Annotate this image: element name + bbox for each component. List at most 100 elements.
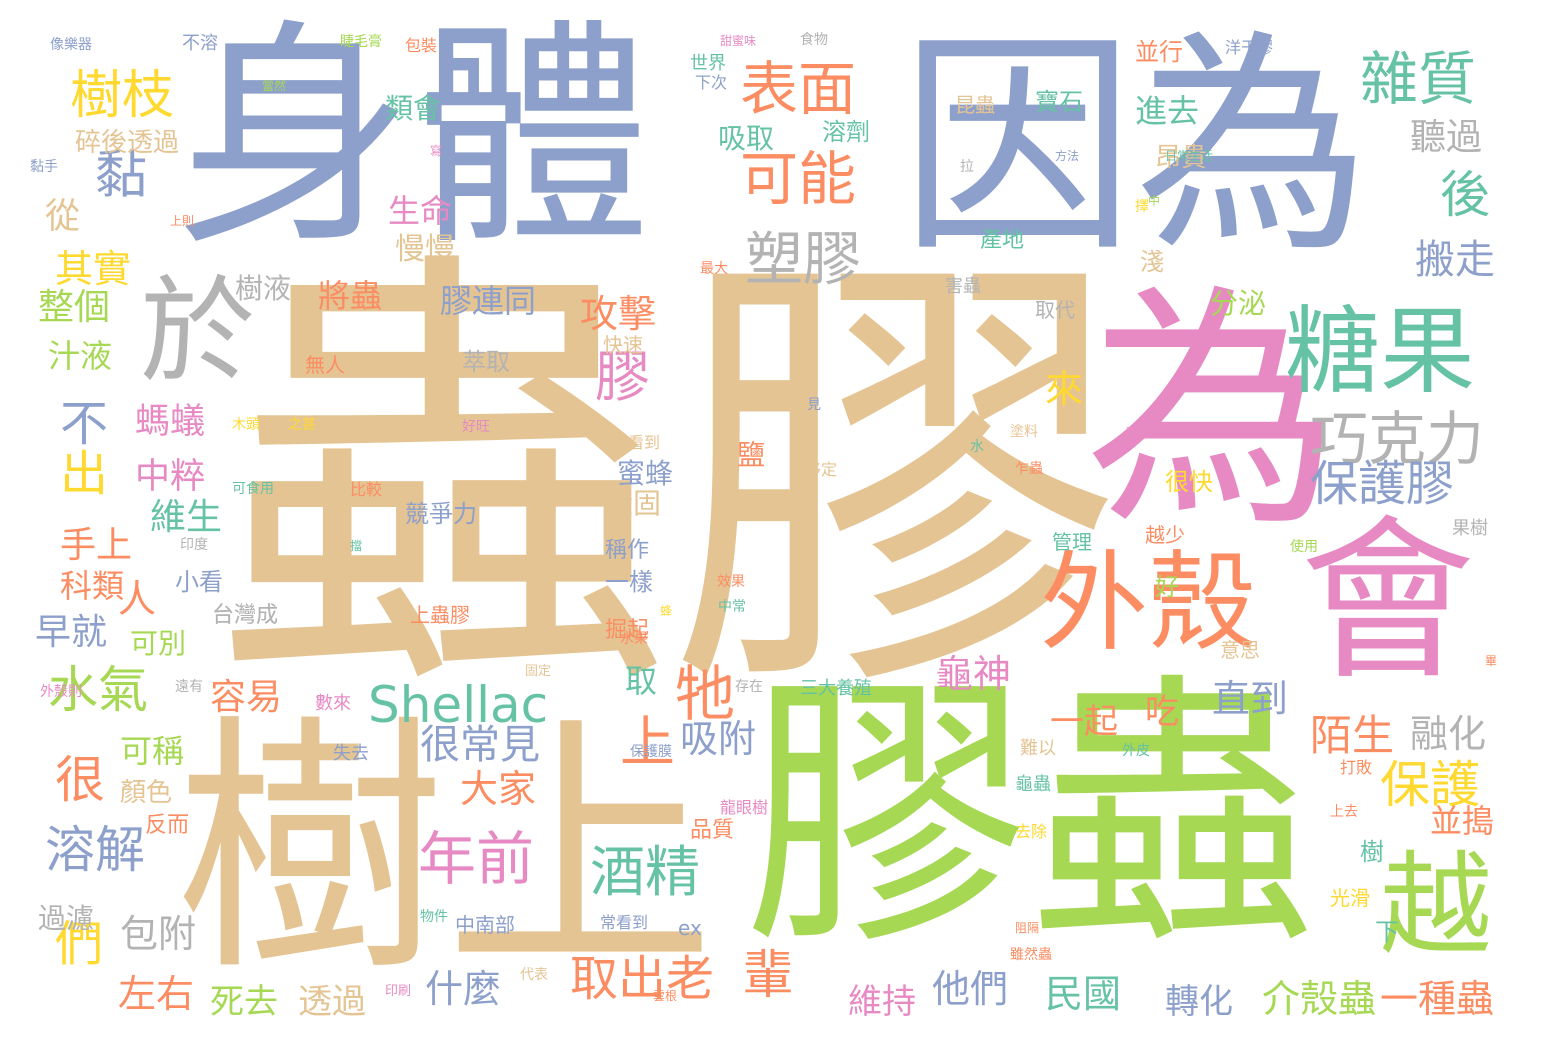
cloud-word-19: 黏 (95, 146, 148, 206)
cloud-word-111: 很快 (1165, 468, 1213, 496)
cloud-word-60: 樹液 (235, 272, 292, 305)
cloud-word-80: 小看 (175, 568, 223, 596)
cloud-word-171: 物件 (420, 909, 448, 925)
cloud-word-59: 直到 (1212, 677, 1289, 721)
cloud-word-170: 遠有 (175, 679, 203, 695)
cloud-word-116: 並搗 (1430, 802, 1495, 840)
cloud-word-31: 中粹 (135, 457, 206, 497)
cloud-word-55: 容易 (210, 677, 283, 718)
cloud-word-124: 競爭力 (405, 500, 477, 528)
cloud-word-163: 上則 (170, 214, 195, 228)
cloud-word-146: 三大養殖 (800, 678, 872, 699)
cloud-word-78: 人 (118, 577, 157, 621)
cloud-word-11: 表面 (740, 55, 857, 123)
cloud-word-24: 溶解 (45, 821, 145, 879)
cloud-word-157: 日常生活 (1165, 149, 1214, 163)
cloud-word-155: 當然 (262, 79, 287, 93)
cloud-word-38: 透過 (298, 982, 366, 1022)
cloud-word-26: 酒精 (590, 840, 701, 904)
cloud-word-102: 並行 (1135, 38, 1183, 66)
cloud-word-63: 分泌 (1210, 287, 1267, 320)
cloud-word-64: 來 (1045, 367, 1084, 411)
cloud-word-10: 越 (1380, 841, 1492, 971)
cloud-word-123: 移定 (805, 460, 838, 479)
cloud-word-43: 介殼蟲 (1262, 977, 1377, 1021)
cloud-word-161: 寫 (430, 144, 443, 158)
cloud-word-173: 塗料 (1010, 424, 1038, 440)
cloud-word-112: 好 (1155, 573, 1179, 601)
cloud-word-44: 一種蟲 (1380, 977, 1495, 1021)
cloud-word-159: 擇 (1135, 199, 1149, 215)
cloud-word-29: 不 (60, 396, 109, 452)
cloud-word-3: 為 (1085, 264, 1341, 561)
cloud-word-82: 蜜蜂 (617, 457, 674, 490)
cloud-word-45: 取出老 (570, 951, 715, 1007)
cloud-word-169: 蜂 (660, 604, 673, 618)
cloud-word-67: 汁液 (48, 337, 113, 375)
cloud-word-15: 保護膠 (1310, 456, 1455, 512)
cloud-word-152: 包裝 (405, 36, 438, 55)
cloud-word-107: 害蟲 (945, 276, 981, 297)
cloud-word-118: 下 (1375, 918, 1399, 946)
cloud-word-61: 將蟲 (318, 277, 383, 315)
cloud-word-40: 他們 (932, 967, 1009, 1011)
cloud-word-93: 溶劑 (822, 118, 870, 146)
cloud-word-136: 中南部 (455, 913, 515, 937)
cloud-word-46: 輩 (742, 946, 795, 1006)
cloud-word-181: 乍蟲 (1015, 461, 1043, 477)
cloud-word-98: 進去 (1135, 92, 1200, 130)
cloud-word-18: 樹枝 (70, 66, 175, 126)
cloud-word-66: 整個 (38, 287, 111, 328)
cloud-word-132: 固定 (525, 664, 552, 679)
cloud-word-16: 雜質 (1360, 45, 1477, 113)
cloud-word-33: 螞蟻 (135, 402, 206, 442)
cloud-word-85: 掘起 (605, 618, 650, 643)
cloud-word-32: 上 (620, 710, 676, 774)
cloud-word-36: 左右 (118, 972, 195, 1016)
cloud-word-148: 台灣成 (212, 603, 279, 628)
cloud-word-174: 發後蟲 (1125, 426, 1162, 440)
cloud-word-165: 印度 (180, 537, 208, 553)
cloud-word-135: 常看到 (600, 913, 649, 932)
cloud-word-23: 水氣 (48, 661, 148, 719)
cloud-word-90: 類會 (385, 92, 442, 125)
cloud-word-105: 無人 (305, 353, 345, 377)
cloud-word-81: 台灣成 (212, 603, 279, 628)
cloud-word-108: 取代 (1035, 298, 1075, 322)
cloud-word-95: 下次 (695, 73, 728, 92)
cloud-word-145: 存在 (735, 679, 763, 695)
cloud-word-92: 吸取 (718, 122, 775, 155)
cloud-word-30: 出 (60, 446, 109, 502)
cloud-word-27: 保護 (1380, 756, 1480, 814)
cloud-word-125: 比較 (350, 480, 383, 499)
cloud-word-133: 印刷 (385, 984, 412, 999)
cloud-word-131: 外殼則 (40, 684, 82, 700)
cloud-word-25: 年前 (418, 825, 535, 893)
cloud-word-150: 不溶 (182, 33, 218, 54)
cloud-word-20: 搬走 (1415, 237, 1495, 283)
cloud-word-177: 之甚 (288, 417, 316, 433)
cloud-word-42: 轉化 (1165, 982, 1233, 1022)
cloud-word-99: 昂貴 (1155, 143, 1208, 173)
cloud-word-160: 拉 (960, 159, 974, 175)
cloud-word-65: 其實 (55, 247, 132, 291)
cloud-word-114: 使用 (1290, 539, 1318, 555)
cloud-word-96: 昆蟲 (955, 93, 995, 117)
cloud-word-110: 越少 (1145, 523, 1185, 547)
cloud-word-101: 淺 (1140, 248, 1164, 276)
cloud-word-91: 碎後透過 (75, 128, 180, 158)
cloud-word-151: 睫毛膏 (340, 34, 382, 50)
cloud-word-175: 好旺 (462, 419, 490, 435)
cloud-word-121: 意思 (1220, 638, 1260, 662)
cloud-word-6: 會 (1300, 501, 1475, 704)
cloud-word-58: 吃 (1145, 692, 1179, 732)
cloud-word-79: 維生 (150, 497, 223, 538)
cloud-word-115: 果樹 (1452, 518, 1488, 539)
cloud-word-2: 因為 (900, 11, 1370, 284)
cloud-word-126: 可食用 (232, 481, 274, 497)
cloud-word-48: 攻擊 (580, 292, 657, 336)
cloud-word-147: 上蟲膠 (410, 603, 470, 627)
cloud-word-41: 民國 (1045, 972, 1122, 1016)
cloud-word-149: 像樂器 (50, 37, 92, 53)
cloud-word-104: 萃取 (462, 348, 510, 376)
